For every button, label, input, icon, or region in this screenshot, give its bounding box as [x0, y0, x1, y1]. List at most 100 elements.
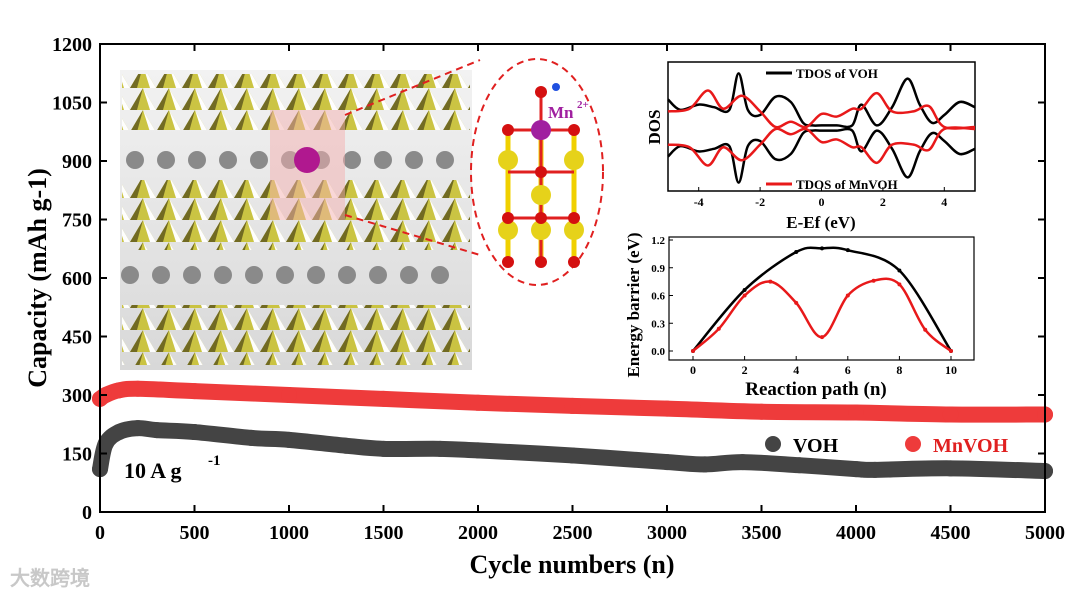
x-tick-label: 4000 [836, 522, 876, 544]
eb-point-mnvoh [820, 335, 824, 340]
data-point-mnvoh [186, 383, 203, 400]
eb-point-mnvoh [742, 293, 747, 298]
dos-curve-down [667, 127, 976, 184]
data-point-mnvoh [375, 390, 392, 407]
data-point-mnvoh [753, 403, 770, 420]
data-point-voh [110, 424, 127, 441]
eb-y-tick-label: 0.0 [651, 346, 665, 358]
metal-ion [338, 266, 356, 284]
y-tick-label: 300 [62, 385, 92, 407]
dos-curve-up [667, 72, 976, 129]
dos-x-axis-label: E-Ef (eV) [786, 213, 855, 232]
eb-y-tick-label: 1.2 [651, 235, 665, 247]
metal-ion [245, 266, 263, 284]
dos-x-tick-label: 4 [941, 195, 947, 209]
mn-coordination-inset: Mn 2+ [344, 58, 604, 286]
eb-x-tick-label: 10 [945, 363, 957, 377]
dos-x-tick-label: 0 [819, 195, 825, 209]
dos-y-axis-label: DOS [645, 110, 664, 145]
dos-legend-label-voh: TDOS of VOH [796, 66, 878, 81]
eb-point-mnvoh [923, 327, 928, 332]
x-tick-label: 1500 [364, 522, 404, 544]
legend-marker-voh [765, 436, 781, 452]
metal-ion [405, 151, 423, 169]
y-tick-label: 1050 [52, 93, 92, 115]
data-point-voh [734, 454, 751, 471]
metal-ion [152, 266, 170, 284]
metal-ion [214, 266, 232, 284]
data-point-voh [696, 456, 713, 473]
y-tick-label: 150 [62, 444, 92, 466]
x-tick-label: 3500 [742, 522, 782, 544]
y-axis-label: Capacity (mAh g-1) [23, 168, 52, 388]
current-density-sup: -1 [208, 453, 221, 469]
x-tick-label: 5000 [1025, 522, 1065, 544]
metal-ion [126, 151, 144, 169]
data-point-voh [375, 440, 392, 457]
eb-x-tick-label: 6 [845, 363, 851, 377]
eb-point-voh [820, 246, 824, 251]
eb-point-mnvoh [949, 349, 953, 353]
data-point-mnvoh [564, 397, 581, 414]
mn-label: Mn [548, 103, 574, 122]
metal-ion [343, 151, 361, 169]
dos-x-tick-label: 2 [880, 195, 886, 209]
eb-point-voh [742, 287, 747, 292]
data-point-voh [281, 431, 297, 448]
eb-x-tick-label: 0 [690, 363, 696, 377]
data-point-mnvoh [129, 380, 146, 397]
eb-point-mnvoh [794, 300, 799, 305]
eb-point-mnvoh [871, 278, 876, 283]
eb-y-tick-label: 0.3 [651, 318, 665, 330]
metal-ion [219, 151, 237, 169]
data-point-mnvoh [848, 404, 864, 421]
x-axis-label: Cycle numbers (n) [469, 550, 674, 579]
data-point-mnvoh [110, 382, 127, 399]
mn-label-sup: 2+ [577, 99, 589, 111]
dos-curve-down [667, 126, 976, 167]
data-point-voh [148, 422, 165, 439]
eb-frame [668, 236, 975, 361]
metal-ion [369, 266, 387, 284]
eb-y-tick-label: 0.9 [651, 263, 665, 275]
data-point-voh [942, 460, 959, 477]
y-tick-label: 600 [62, 268, 92, 290]
x-tick-label: 3000 [647, 522, 687, 544]
legend-label-voh: VOH [793, 435, 839, 457]
eb-y-axis-label: Energy barrier (eV) [624, 232, 643, 377]
data-point-mnvoh [659, 400, 675, 417]
metal-ion [250, 151, 268, 169]
data-point-mnvoh [942, 406, 959, 423]
data-point-voh [564, 447, 581, 464]
y-tick-label: 1200 [52, 34, 92, 56]
current-density-label: 10 A g [124, 458, 181, 483]
eb-point-mnvoh [716, 326, 721, 331]
metal-ion [157, 151, 175, 169]
eb-x-tick-label: 4 [793, 363, 799, 377]
dos-x-tick-label: -2 [755, 195, 765, 209]
dos-x-tick-label: -4 [694, 195, 704, 209]
watermark: 大数跨境 [10, 566, 90, 590]
y-tick-label: 0 [82, 502, 92, 524]
eb-x-tick-label: 2 [742, 363, 748, 377]
metal-ion [436, 151, 454, 169]
data-point-voh [659, 454, 675, 471]
eb-point-voh [845, 248, 850, 253]
metal-ion [431, 266, 449, 284]
metal-ion [307, 266, 325, 284]
eb-y-tick-label: 0.6 [651, 291, 665, 303]
data-point-voh [186, 424, 203, 441]
metal-ion [276, 266, 294, 284]
y-tick-label: 900 [62, 151, 92, 173]
eb-point-voh [897, 268, 902, 273]
eb-x-axis-label: Reaction path (n) [745, 379, 886, 400]
data-point-mnvoh [281, 387, 297, 403]
metal-ion [374, 151, 392, 169]
data-point-voh [129, 420, 146, 437]
x-tick-label: 0 [95, 522, 105, 544]
y-tick-label: 450 [62, 327, 92, 349]
data-point-voh [848, 461, 864, 478]
eb-point-mnvoh [897, 282, 902, 287]
metal-ion [188, 151, 206, 169]
